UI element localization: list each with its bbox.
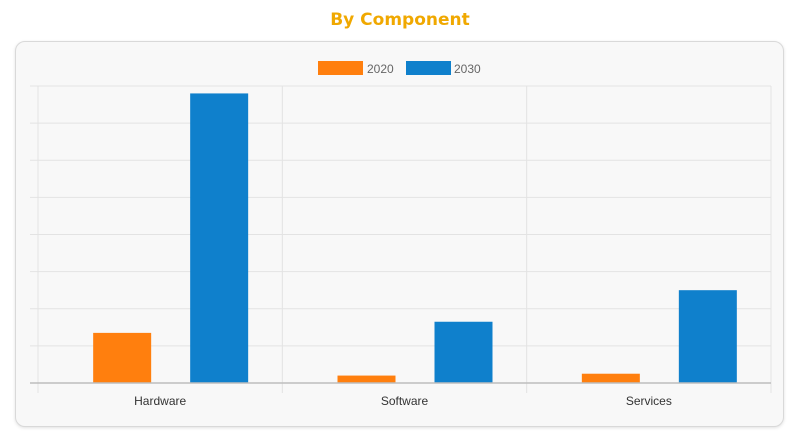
x-tick-label: Hardware [134, 394, 186, 408]
bar-2020-software[interactable] [337, 375, 396, 383]
legend-swatch-2020[interactable] [318, 61, 363, 75]
bar-2030-software[interactable] [434, 321, 493, 383]
bar-2020-services[interactable] [581, 373, 640, 383]
x-tick-label: Services [626, 394, 672, 408]
bar-series [93, 93, 737, 384]
bar-chart: Hardware Software Services 2020 2030 [30, 61, 772, 408]
x-tick-label: Software [381, 394, 429, 408]
legend-label-2030[interactable]: 2030 [454, 62, 481, 76]
page-title: By Component [330, 10, 470, 30]
legend-label-2020[interactable]: 2020 [367, 62, 394, 76]
legend[interactable]: 2020 2030 [318, 61, 481, 76]
bar-2030-services[interactable] [678, 290, 737, 383]
bar-2030-hardware[interactable] [190, 93, 249, 384]
chart-card: Hardware Software Services 2020 2030 [15, 41, 784, 427]
x-axis: Hardware Software Services [30, 382, 771, 408]
legend-swatch-2030[interactable] [406, 61, 451, 75]
bar-2020-hardware[interactable] [93, 332, 152, 383]
grid-lines [30, 85, 772, 393]
